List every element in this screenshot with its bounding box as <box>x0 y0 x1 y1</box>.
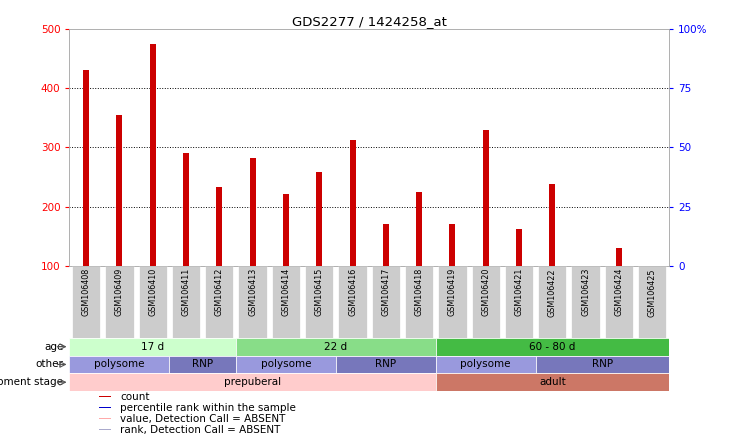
Text: GSM106410: GSM106410 <box>148 268 157 316</box>
FancyBboxPatch shape <box>436 338 669 356</box>
Bar <box>349 140 355 266</box>
Text: polysome: polysome <box>94 360 145 369</box>
Text: GSM106417: GSM106417 <box>382 268 390 317</box>
Bar <box>183 153 189 266</box>
Bar <box>99 429 111 431</box>
Bar <box>549 184 556 266</box>
FancyBboxPatch shape <box>338 266 367 338</box>
Bar <box>283 194 289 266</box>
Text: GSM106416: GSM106416 <box>348 268 357 316</box>
Text: RNP: RNP <box>375 360 396 369</box>
FancyBboxPatch shape <box>436 356 536 373</box>
FancyBboxPatch shape <box>272 266 300 338</box>
Title: GDS2277 / 1424258_at: GDS2277 / 1424258_at <box>292 15 447 28</box>
FancyBboxPatch shape <box>439 266 466 338</box>
Text: RNP: RNP <box>192 360 213 369</box>
Bar <box>99 396 111 397</box>
FancyBboxPatch shape <box>139 266 167 338</box>
Bar <box>416 192 422 266</box>
FancyBboxPatch shape <box>238 266 267 338</box>
FancyBboxPatch shape <box>236 356 336 373</box>
FancyBboxPatch shape <box>471 266 500 338</box>
FancyBboxPatch shape <box>305 266 333 338</box>
Bar <box>116 115 122 266</box>
FancyBboxPatch shape <box>236 338 436 356</box>
FancyBboxPatch shape <box>69 373 436 391</box>
Text: count: count <box>121 392 150 402</box>
Text: GSM106423: GSM106423 <box>581 268 590 317</box>
Bar <box>616 248 622 266</box>
FancyBboxPatch shape <box>436 373 669 391</box>
Text: GSM106412: GSM106412 <box>215 268 224 317</box>
Text: GSM106409: GSM106409 <box>115 268 124 317</box>
FancyBboxPatch shape <box>371 266 400 338</box>
Text: GSM106421: GSM106421 <box>515 268 523 317</box>
Text: percentile rank within the sample: percentile rank within the sample <box>121 403 296 412</box>
Text: 60 - 80 d: 60 - 80 d <box>529 342 575 352</box>
Text: 22 d: 22 d <box>325 342 347 352</box>
Text: GSM106420: GSM106420 <box>481 268 491 317</box>
Text: GSM106411: GSM106411 <box>181 268 191 316</box>
Text: RNP: RNP <box>591 360 613 369</box>
FancyBboxPatch shape <box>72 266 100 338</box>
Text: GSM106419: GSM106419 <box>448 268 457 317</box>
Bar <box>99 407 111 408</box>
Text: rank, Detection Call = ABSENT: rank, Detection Call = ABSENT <box>121 424 281 435</box>
FancyBboxPatch shape <box>538 266 567 338</box>
Bar <box>317 172 322 266</box>
Bar <box>383 224 389 266</box>
Text: GSM106422: GSM106422 <box>548 268 557 317</box>
Text: prepuberal: prepuberal <box>224 377 281 387</box>
Bar <box>516 229 522 266</box>
Bar <box>150 44 156 266</box>
Bar <box>249 158 256 266</box>
FancyBboxPatch shape <box>105 266 134 338</box>
Text: development stage: development stage <box>0 377 64 387</box>
FancyBboxPatch shape <box>205 266 233 338</box>
Bar <box>99 418 111 420</box>
Text: 17 d: 17 d <box>141 342 164 352</box>
Text: age: age <box>44 342 64 352</box>
Text: GSM106414: GSM106414 <box>281 268 290 316</box>
FancyBboxPatch shape <box>69 356 170 373</box>
FancyBboxPatch shape <box>605 266 633 338</box>
Text: polysome: polysome <box>261 360 311 369</box>
Bar <box>83 70 89 266</box>
Text: GSM106408: GSM106408 <box>82 268 91 316</box>
Bar <box>482 130 489 266</box>
FancyBboxPatch shape <box>536 356 669 373</box>
FancyBboxPatch shape <box>336 356 436 373</box>
FancyBboxPatch shape <box>638 266 667 338</box>
Text: adult: adult <box>539 377 566 387</box>
FancyBboxPatch shape <box>572 266 599 338</box>
Text: GSM106415: GSM106415 <box>315 268 324 317</box>
FancyBboxPatch shape <box>170 356 236 373</box>
Bar <box>450 224 455 266</box>
Text: GSM106425: GSM106425 <box>648 268 656 317</box>
FancyBboxPatch shape <box>172 266 200 338</box>
Text: GSM106418: GSM106418 <box>414 268 423 316</box>
Text: value, Detection Call = ABSENT: value, Detection Call = ABSENT <box>121 414 286 424</box>
Text: GSM106424: GSM106424 <box>615 268 624 317</box>
FancyBboxPatch shape <box>505 266 533 338</box>
FancyBboxPatch shape <box>405 266 433 338</box>
Text: other: other <box>36 360 64 369</box>
Text: polysome: polysome <box>461 360 511 369</box>
Text: GSM106413: GSM106413 <box>248 268 257 316</box>
Bar <box>216 187 222 266</box>
FancyBboxPatch shape <box>69 338 236 356</box>
